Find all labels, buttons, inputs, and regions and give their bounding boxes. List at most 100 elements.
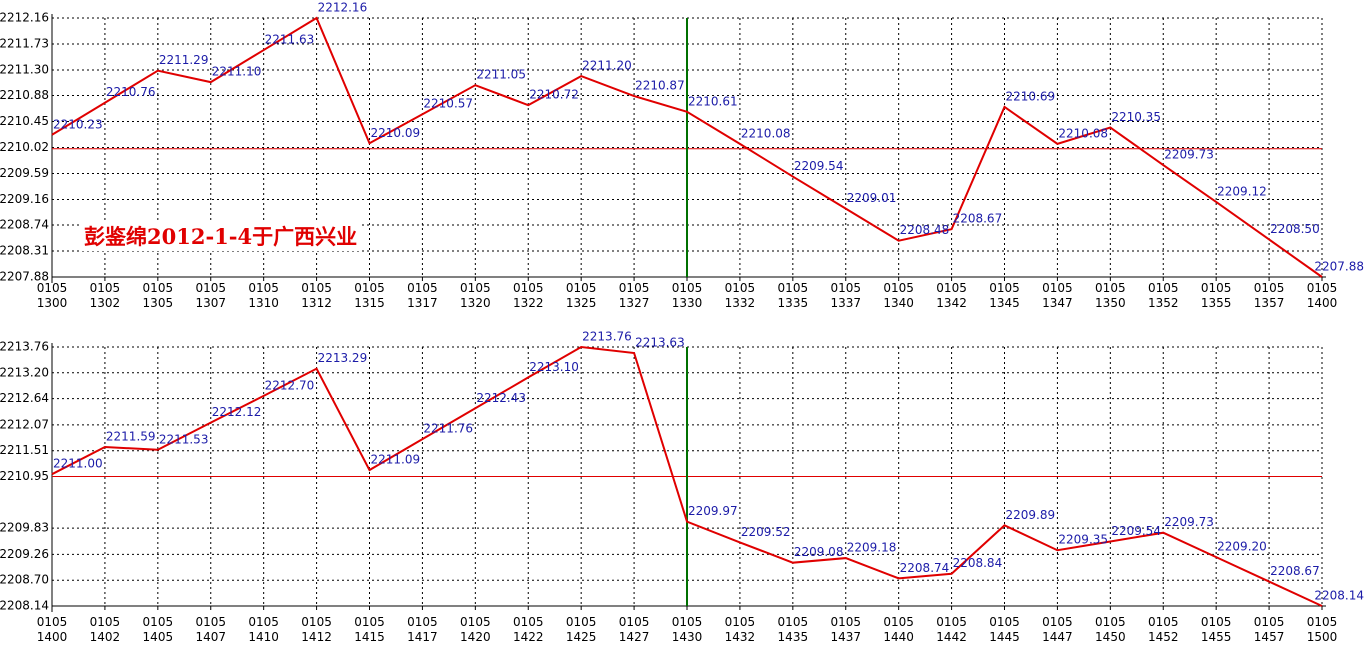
- x-tick-label: 0105 1417: [407, 615, 438, 644]
- x-tick-label: 0105 1400: [1306, 281, 1338, 310]
- value-label: 2212.16: [318, 1, 368, 15]
- value-label: 2210.76: [106, 85, 156, 99]
- y-tick-label: 2210.88: [0, 88, 49, 102]
- x-tick-label: 0105 1440: [883, 615, 914, 644]
- x-tick-label: 0105 1317: [407, 281, 438, 310]
- x-tick-label: 0105 1312: [301, 281, 332, 310]
- value-label: 2211.29: [159, 53, 209, 67]
- y-tick-label: 2213.20: [0, 365, 49, 379]
- value-label: 2211.59: [106, 430, 156, 444]
- x-tick-label: 0105 1320: [460, 281, 491, 310]
- value-label: 2209.54: [794, 159, 844, 173]
- value-label: 2211.00: [53, 457, 103, 471]
- value-label: 2210.61: [688, 94, 738, 108]
- value-label: 2208.67: [1270, 564, 1320, 578]
- value-label: 2210.09: [371, 126, 421, 140]
- y-tick-label: 2212.07: [0, 417, 49, 431]
- x-tick-label: 0105 1315: [354, 281, 385, 310]
- y-tick-label: 2210.95: [0, 469, 49, 483]
- value-label: 2212.43: [476, 391, 526, 405]
- value-label: 2210.35: [1111, 110, 1161, 124]
- value-label: 2209.01: [847, 191, 897, 205]
- y-tick-label: 2209.26: [0, 547, 49, 561]
- y-tick-label: 2209.83: [0, 521, 49, 535]
- x-tick-label: 0105 1310: [248, 281, 279, 310]
- y-tick-label: 2211.73: [0, 37, 49, 51]
- x-tick-label: 0105 1452: [1147, 615, 1179, 644]
- x-tick-label: 0105 1307: [195, 281, 227, 310]
- x-tick-label: 0105 1447: [1042, 615, 1073, 644]
- y-tick-label: 2208.70: [0, 573, 49, 587]
- x-tick-label: 0105 1347: [1042, 281, 1073, 310]
- y-tick-label: 2208.74: [0, 217, 49, 231]
- x-tick-label: 0105 1300: [36, 281, 68, 310]
- value-label: 2210.87: [635, 79, 685, 93]
- x-tick-label: 0105 1412: [301, 615, 332, 644]
- value-label: 2209.54: [1111, 524, 1161, 538]
- x-tick-label: 0105 1355: [1200, 281, 1232, 310]
- value-label: 2209.35: [1058, 533, 1108, 547]
- value-label: 2211.76: [423, 422, 473, 436]
- price-line: [51, 345, 1323, 607]
- y-tick-label: 2211.30: [0, 63, 49, 77]
- value-label: 2210.69: [1006, 89, 1056, 103]
- y-tick-label: 2209.59: [0, 166, 49, 180]
- x-tick-label: 0105 1442: [936, 615, 967, 644]
- x-tick-label: 0105 1437: [830, 615, 862, 644]
- value-label: 2211.05: [476, 68, 526, 82]
- x-tick-label: 0105 1340: [883, 281, 914, 310]
- price-line: [51, 16, 1323, 278]
- value-label: 2209.97: [688, 504, 738, 518]
- x-tick-label: 0105 1402: [89, 615, 121, 644]
- x-tick-label: 0105 1420: [460, 615, 491, 644]
- y-tick-label: 2212.64: [0, 391, 49, 405]
- x-tick-label: 0105 1330: [671, 281, 703, 310]
- value-label: 2208.84: [953, 556, 1003, 570]
- x-tick-label: 0105 1327: [618, 281, 650, 310]
- x-tick-label: 0105 1457: [1253, 615, 1285, 644]
- value-label: 2211.53: [159, 432, 209, 446]
- value-label: 2208.74: [900, 561, 950, 575]
- value-label: 2211.63: [265, 33, 315, 47]
- y-tick-label: 2212.16: [0, 11, 49, 25]
- x-tick-label: 0105 1345: [989, 281, 1020, 310]
- value-label: 2209.89: [1006, 508, 1056, 522]
- x-tick-label: 0105 1350: [1095, 281, 1126, 310]
- value-label: 2209.08: [794, 545, 844, 559]
- x-tick-label: 0105 1427: [618, 615, 650, 644]
- x-tick-label: 0105 1325: [565, 281, 597, 310]
- value-label: 2210.72: [529, 88, 579, 102]
- value-label: 2211.10: [212, 65, 262, 79]
- x-tick-label: 0105 1430: [671, 615, 703, 644]
- y-tick-label: 2207.88: [0, 270, 49, 284]
- value-label: 2210.08: [741, 126, 791, 140]
- x-tick-label: 0105 1305: [142, 281, 174, 310]
- y-tick-label: 2211.51: [0, 443, 49, 457]
- x-tick-label: 0105 1445: [989, 615, 1020, 644]
- value-label: 2208.48: [900, 223, 950, 237]
- x-tick-label: 0105 1407: [195, 615, 227, 644]
- value-label: 2213.29: [318, 351, 368, 365]
- x-tick-label: 0105 1432: [724, 615, 756, 644]
- y-tick-label: 2208.31: [0, 243, 49, 257]
- x-tick-label: 0105 1337: [830, 281, 862, 310]
- value-label: 2213.63: [635, 335, 685, 349]
- value-label: 2209.73: [1164, 148, 1214, 162]
- x-tick-label: 0105 1352: [1147, 281, 1179, 310]
- value-label: 2209.18: [847, 541, 897, 555]
- value-label: 2210.08: [1058, 126, 1108, 140]
- x-tick-label: 0105 1450: [1095, 615, 1126, 644]
- x-tick-label: 0105 1415: [354, 615, 385, 644]
- value-label: 2208.14: [1314, 589, 1364, 603]
- x-tick-label: 0105 1335: [777, 281, 809, 310]
- value-label: 2213.10: [529, 360, 579, 374]
- value-label: 2212.12: [212, 405, 262, 419]
- x-tick-label: 0105 1410: [248, 615, 279, 644]
- x-tick-label: 0105 1500: [1306, 615, 1338, 644]
- x-tick-label: 0105 1435: [777, 615, 809, 644]
- value-label: 2211.09: [371, 453, 421, 467]
- y-tick-label: 2208.14: [0, 599, 49, 613]
- value-label: 2210.57: [423, 97, 473, 111]
